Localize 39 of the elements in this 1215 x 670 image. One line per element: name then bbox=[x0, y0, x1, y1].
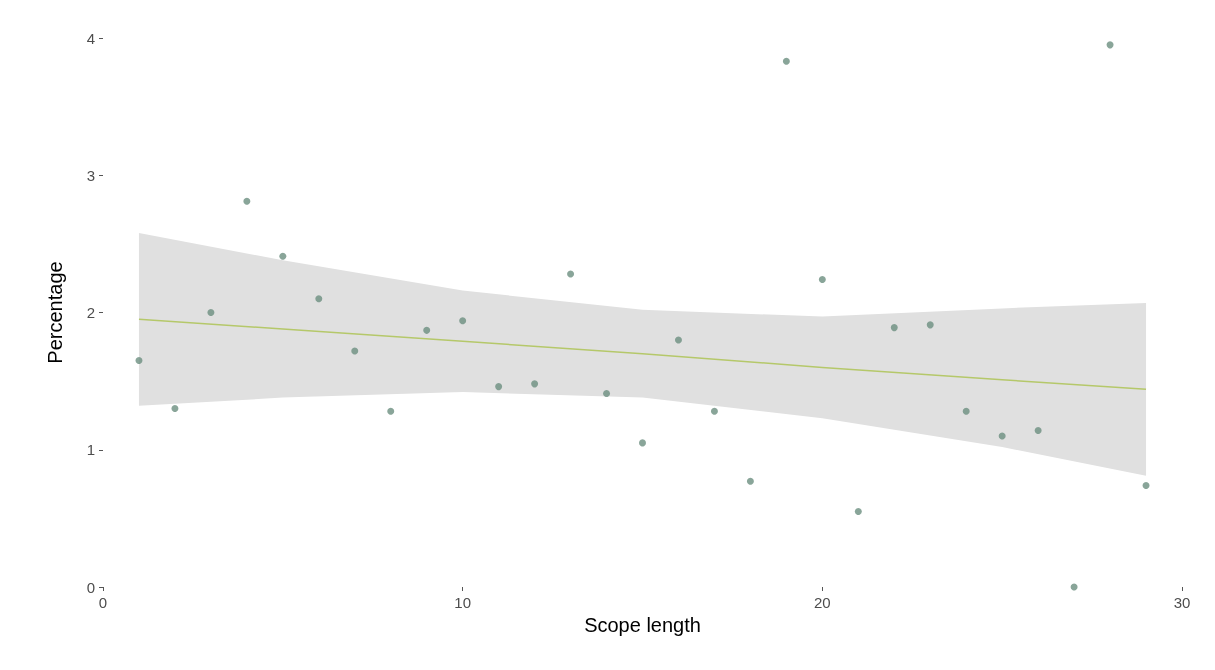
point bbox=[495, 383, 503, 391]
point bbox=[854, 508, 862, 516]
point bbox=[1034, 427, 1042, 435]
point bbox=[315, 295, 323, 303]
point bbox=[746, 477, 754, 485]
line-series bbox=[138, 318, 1147, 391]
point bbox=[926, 321, 934, 329]
point bbox=[207, 309, 215, 316]
y-tick-label: 1 bbox=[86, 441, 95, 459]
x-tick-label: 20 bbox=[813, 594, 831, 611]
point bbox=[459, 317, 467, 325]
point bbox=[603, 389, 611, 397]
point bbox=[890, 324, 898, 332]
point bbox=[171, 405, 179, 413]
x-tick-label: 30 bbox=[1173, 594, 1191, 611]
point bbox=[531, 380, 539, 388]
x-axis-title: Scope length bbox=[584, 614, 701, 636]
y-tick-label: 3 bbox=[86, 166, 95, 184]
point bbox=[243, 197, 251, 205]
y-axis-title: Percentage bbox=[44, 261, 66, 364]
point bbox=[639, 439, 646, 447]
point bbox=[818, 276, 826, 284]
y-tick-label: 0 bbox=[86, 578, 95, 596]
x-tick-label: 0 bbox=[98, 594, 108, 611]
point bbox=[962, 407, 970, 415]
point bbox=[135, 357, 143, 365]
point bbox=[710, 407, 718, 415]
x-tick-label: 10 bbox=[454, 594, 472, 611]
point bbox=[674, 336, 682, 344]
point bbox=[279, 252, 287, 260]
point bbox=[387, 407, 395, 415]
y-tick-label: 4 bbox=[86, 29, 95, 47]
point bbox=[782, 57, 790, 65]
point bbox=[423, 326, 431, 334]
point bbox=[351, 347, 359, 355]
point bbox=[567, 270, 575, 278]
point bbox=[1142, 481, 1150, 489]
point bbox=[1106, 41, 1114, 49]
y-tick-label: 2 bbox=[86, 304, 95, 321]
